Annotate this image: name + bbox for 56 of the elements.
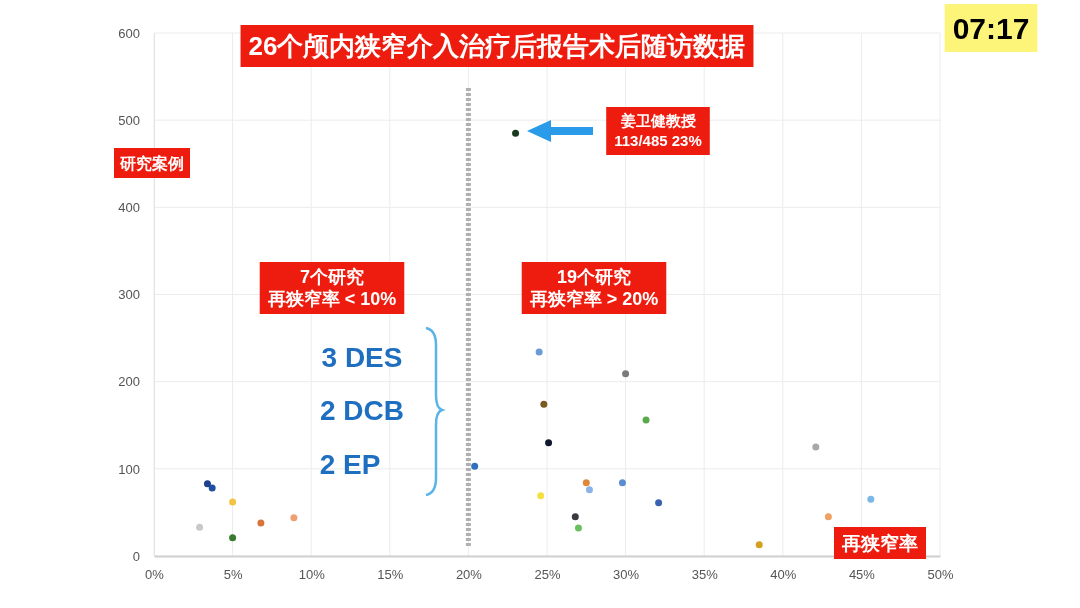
point — [540, 400, 548, 408]
y-tick-label: 400 — [118, 199, 140, 215]
text: 07:17 — [952, 11, 1030, 45]
x-tick-label: 20% — [455, 567, 483, 583]
point — [585, 486, 593, 494]
point — [512, 129, 520, 137]
point — [655, 499, 663, 507]
y-tick-label: 100 — [118, 461, 140, 477]
x-tick-label: 15% — [377, 567, 404, 583]
x-tick-label: 45% — [848, 567, 876, 583]
annotation: 再狭窄率 < 10% — [266, 289, 397, 310]
point — [537, 492, 545, 500]
point — [545, 439, 553, 447]
point — [824, 513, 832, 521]
annotation: 3 DES — [321, 341, 403, 373]
point — [203, 480, 211, 488]
annotation: 7个研究 — [299, 267, 365, 288]
y-tick-label: 600 — [118, 25, 140, 41]
y-tick-label: 500 — [118, 112, 140, 128]
point — [755, 541, 763, 549]
x-tick-label: 10% — [298, 567, 326, 583]
point — [574, 524, 582, 532]
y-tick-label: 300 — [118, 287, 140, 303]
x-tick-label: 25% — [534, 567, 561, 583]
chart-title: 26个颅内狭窄介入治疗后报告术后随访数据 — [248, 31, 746, 62]
point — [257, 519, 265, 527]
point — [208, 484, 216, 492]
x-tick-label: 30% — [613, 567, 640, 583]
annotation: 113/485 23% — [614, 132, 702, 150]
point — [618, 479, 626, 487]
x-tick-label: 5% — [223, 567, 243, 583]
x-tick-label: 0% — [145, 567, 165, 583]
annotation: 再狭窄率 > 20% — [528, 289, 659, 310]
y-tick-label: 200 — [118, 374, 140, 390]
x-axis-title: 再狭窄率 — [841, 532, 918, 554]
annotation: 姜卫健教授 — [619, 112, 696, 130]
point — [471, 462, 479, 470]
annotation: 2 EP — [319, 448, 381, 480]
point — [290, 514, 298, 522]
point — [582, 479, 590, 487]
y-axis-title: 研究案例 — [119, 153, 184, 172]
point — [535, 348, 543, 356]
point — [867, 495, 875, 503]
point — [229, 498, 237, 506]
point — [642, 416, 650, 424]
point — [196, 523, 204, 531]
x-tick-label: 50% — [927, 567, 954, 583]
point — [571, 513, 579, 521]
annotation: 19个研究 — [556, 267, 632, 288]
y-tick-label: 0 — [132, 548, 140, 564]
point — [622, 370, 630, 378]
x-tick-label: 35% — [691, 567, 719, 583]
annotation: 2 DCB — [319, 394, 405, 426]
point — [229, 534, 237, 542]
point — [812, 443, 820, 451]
x-tick-label: 40% — [770, 567, 797, 583]
